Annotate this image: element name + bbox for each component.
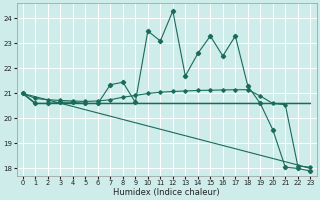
X-axis label: Humidex (Indice chaleur): Humidex (Indice chaleur): [113, 188, 220, 197]
